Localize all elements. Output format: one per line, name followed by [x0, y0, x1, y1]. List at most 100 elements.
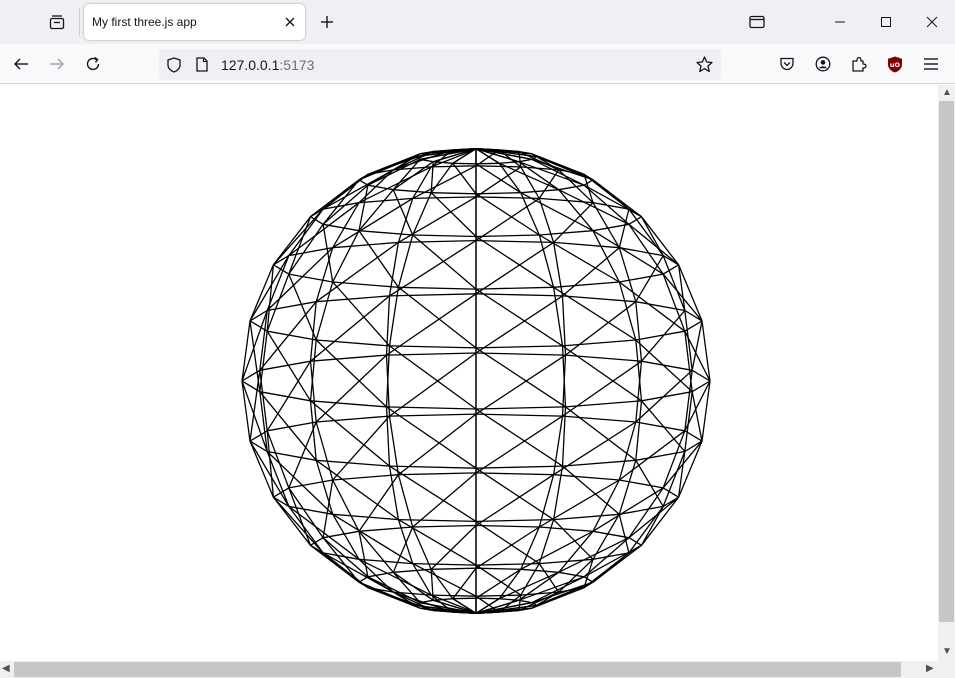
wireframe-edge [531, 158, 585, 186]
wireframe-edge [592, 479, 620, 532]
wireframe-edge [558, 169, 594, 204]
forward-arrow-icon [50, 58, 64, 70]
reload-button[interactable] [77, 48, 109, 80]
wireframe-edge [662, 487, 679, 498]
wireframe-diagonal [310, 295, 390, 362]
wireframe-diagonal [475, 408, 563, 467]
wireframe-edge [553, 281, 620, 288]
vertical-scroll-thumb[interactable] [939, 101, 954, 622]
list-all-tabs-button[interactable] [734, 0, 780, 44]
wireframe-diagonal [389, 345, 477, 410]
extensions-button[interactable] [843, 48, 875, 80]
wireframe-diagonal [358, 531, 369, 577]
pocket-button[interactable] [771, 48, 803, 80]
shield-icon[interactable] [167, 57, 181, 73]
wireframe-edge [288, 479, 333, 489]
wireframe-edge [499, 598, 519, 601]
wireframe-edge [475, 598, 500, 614]
wireframe-edge [628, 208, 664, 256]
wireframe-diagonal [386, 293, 477, 356]
wireframe-edge [475, 352, 566, 356]
wireframe-edge [272, 216, 312, 266]
star-icon[interactable] [696, 56, 713, 73]
wireframe-diagonal [691, 391, 703, 442]
wireframe-edge [635, 361, 643, 423]
wireframe-diagonal [392, 189, 414, 236]
wireframe-edge [583, 576, 594, 583]
wireframe-edge [358, 526, 413, 532]
wireframe-edge [389, 465, 477, 469]
scroll-up-arrow-icon[interactable]: ▲ [942, 87, 952, 98]
wireframe-edge [452, 162, 477, 165]
wireframe-edge [386, 352, 477, 356]
wireframe-edge [558, 169, 585, 176]
wireframe-edge [619, 273, 664, 283]
wireframe-diagonal [392, 571, 421, 604]
url-bar[interactable]: 127.0.0.1:5173 [159, 49, 721, 80]
scroll-right-arrow-icon[interactable]: ▶ [926, 663, 934, 674]
wireframe-diagonal [475, 148, 500, 164]
maximize-button[interactable] [863, 0, 909, 44]
tab-active[interactable]: My first three.js app [84, 4, 305, 40]
app-menu-button[interactable] [915, 48, 947, 80]
ublock-button[interactable]: uO [879, 48, 911, 80]
wireframe-diagonal [332, 415, 390, 481]
wireframe-edge [452, 598, 477, 614]
wireframe-edge [430, 568, 454, 600]
horizontal-scrollbar[interactable]: ◀ ▶ [0, 661, 955, 678]
wireframe-diagonal [691, 320, 703, 371]
wireframe-edge [259, 310, 268, 371]
wireframe-diagonal [288, 216, 312, 275]
wireframe-diagonal [266, 430, 275, 498]
wireframe-diagonal [558, 537, 630, 573]
close-tab-button[interactable] [281, 13, 299, 31]
tab-list-button[interactable] [38, 6, 76, 38]
wireframe-edge [452, 148, 477, 151]
account-icon [815, 56, 831, 72]
horizontal-scroll-thumb[interactable] [14, 662, 901, 677]
url-text[interactable]: 127.0.0.1:5173 [221, 57, 314, 73]
wireframe-edge [684, 309, 703, 322]
vertical-scrollbar[interactable]: ▲ ▼ [938, 85, 955, 661]
wireframe-diagonal [531, 581, 594, 604]
new-tab-button[interactable] [313, 8, 341, 36]
wireframe-edge [249, 309, 268, 322]
wireframe-edge [539, 526, 594, 532]
wireframe-diagonal [520, 192, 594, 232]
page-icon[interactable] [196, 57, 208, 72]
wireframe-edge [628, 208, 642, 218]
wireframe-edge [310, 208, 324, 218]
wireframe-edge [397, 234, 414, 288]
wireframe-diagonal [266, 264, 275, 332]
url-port: :5173 [279, 57, 315, 73]
wireframe-edge [266, 255, 290, 311]
wireframe-diagonal [430, 148, 477, 168]
wireframe-edge [538, 519, 555, 564]
wireframe-edge [498, 149, 522, 168]
wireframe-edge [288, 247, 333, 257]
scroll-left-arrow-icon[interactable]: ◀ [2, 663, 10, 674]
wireframe-diagonal [430, 192, 477, 237]
wireframe-edge [267, 421, 317, 432]
account-button[interactable] [807, 48, 839, 80]
wireframe-edge [249, 430, 268, 442]
back-button[interactable] [5, 48, 37, 80]
wireframe-edge [635, 400, 643, 461]
wireframe-edge [475, 562, 540, 566]
wireframe-diagonal [538, 169, 560, 199]
wireframe-edge [398, 239, 477, 244]
wireframe-edge [412, 524, 477, 528]
wireframe-edge [684, 430, 703, 442]
forward-button[interactable] [41, 48, 73, 80]
close-window-button[interactable] [909, 0, 955, 44]
scroll-down-arrow-icon[interactable]: ▼ [942, 646, 952, 657]
wireframe-diagonal [266, 330, 312, 402]
minimize-button[interactable] [817, 0, 863, 44]
wireframe-diagonal [358, 558, 432, 596]
wireframe-edge [249, 440, 274, 498]
wireframe-edge [498, 568, 522, 600]
wireframe-diagonal [641, 310, 686, 362]
wireframe-edge [684, 391, 693, 452]
wireframe-edge [562, 295, 636, 303]
webgl-canvas[interactable] [0, 85, 938, 661]
